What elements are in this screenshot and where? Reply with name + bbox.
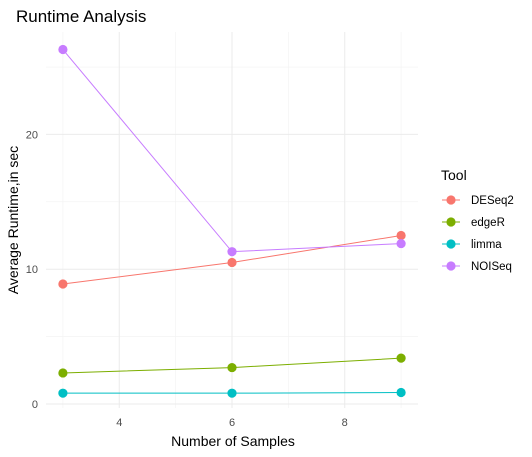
grid <box>46 32 418 408</box>
legend-item: limma <box>442 239 502 251</box>
legend-label: edgeR <box>471 217 505 229</box>
series-layer <box>58 44 406 398</box>
legend-item: edgeR <box>442 217 505 229</box>
legend-item: DESeq2 <box>442 195 514 207</box>
legend-label: DESeq2 <box>471 195 514 207</box>
legend-key-point <box>446 195 456 205</box>
data-point <box>227 388 237 398</box>
x-axis-title: Number of Samples <box>171 433 295 449</box>
data-point <box>58 44 68 55</box>
legend-key-point <box>446 217 456 227</box>
chart-title: Runtime Analysis <box>16 7 146 26</box>
y-tick-label: 10 <box>26 264 38 276</box>
data-point <box>227 257 237 268</box>
legend-key-point <box>446 239 456 249</box>
legend-key-point <box>446 261 456 271</box>
legend-item: NOISeq <box>442 261 512 273</box>
data-point <box>396 387 406 398</box>
series-edger <box>58 353 406 378</box>
legend: Tool DESeq2 edgeR limma NOISeq <box>441 167 514 273</box>
y-axis-title: Average Runtime,in sec <box>5 146 21 294</box>
legend-label: NOISeq <box>471 261 512 273</box>
data-point <box>396 238 406 249</box>
series-noiseq <box>58 44 406 257</box>
data-point <box>396 353 406 363</box>
data-point <box>58 388 68 398</box>
series-limma <box>58 387 406 398</box>
series-deseq2 <box>58 230 406 289</box>
y-tick-label: 20 <box>26 129 38 141</box>
data-point <box>58 279 68 289</box>
x-tick-label: 4 <box>116 417 122 429</box>
legend-label: limma <box>471 239 502 251</box>
tick-labels: 4 6 8 0 10 20 <box>26 129 348 429</box>
data-point <box>227 247 237 257</box>
x-tick-label: 6 <box>229 417 235 429</box>
x-tick-label: 8 <box>342 417 348 429</box>
legend-title: Tool <box>441 167 467 183</box>
data-point <box>396 230 406 241</box>
data-point <box>227 362 237 373</box>
data-point <box>58 368 68 378</box>
y-tick-label: 0 <box>32 399 38 411</box>
